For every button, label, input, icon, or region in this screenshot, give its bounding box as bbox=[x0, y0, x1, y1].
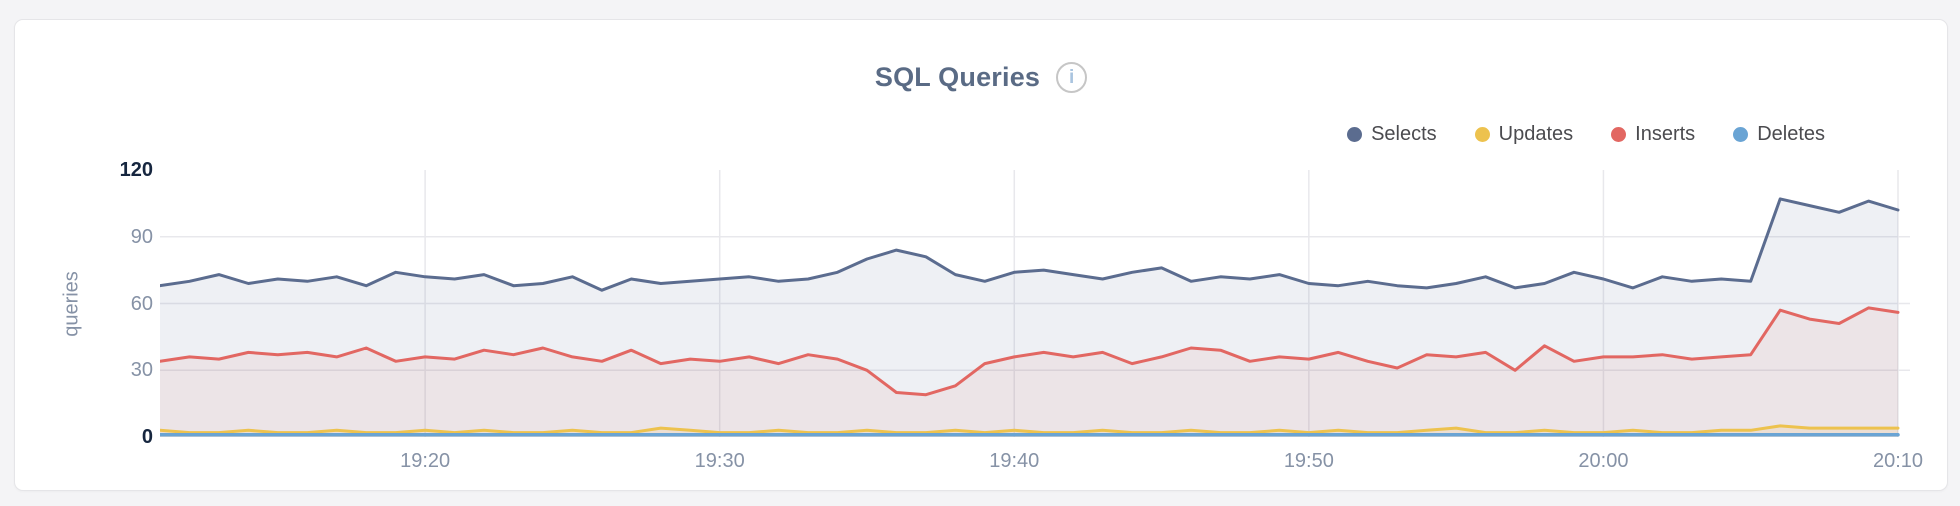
chart-card: SQL Queries i Selects Updates Inserts Delet… bbox=[14, 19, 1948, 491]
y-tick-label-0: 0 bbox=[141, 426, 153, 448]
x-tick-label-1930: 19:30 bbox=[694, 450, 745, 472]
legend-label: Inserts bbox=[1635, 123, 1696, 145]
x-tick-label-1940: 19:40 bbox=[989, 450, 1040, 472]
y-tick-label-90: 90 bbox=[130, 225, 153, 248]
y-tick-label-30: 30 bbox=[130, 359, 153, 382]
series-area-selects bbox=[160, 198, 1898, 437]
y-tick-label-120: 120 bbox=[119, 159, 153, 181]
x-tick-label-1920: 19:20 bbox=[400, 450, 451, 472]
chart-plot-area[interactable] bbox=[160, 165, 1915, 445]
legend-dot-updates bbox=[1474, 127, 1490, 142]
legend-item-deletes[interactable]: Deletes bbox=[1733, 123, 1825, 146]
chart-header: SQL Queries i bbox=[15, 62, 1947, 93]
x-tick-label-2000: 20:00 bbox=[1578, 450, 1629, 472]
legend-label: Selects bbox=[1371, 123, 1437, 145]
series-line-selects bbox=[160, 197, 1900, 292]
legend-item-selects[interactable]: Selects bbox=[1347, 123, 1437, 146]
legend-dot-selects bbox=[1347, 127, 1363, 142]
legend-label: Updates bbox=[1498, 123, 1574, 145]
chart-legend: Selects Updates Inserts Deletes bbox=[1347, 123, 1825, 146]
y-tick-label-60: 60 bbox=[130, 292, 153, 315]
series-line-updates bbox=[160, 424, 1900, 435]
series-area-inserts bbox=[160, 307, 1898, 437]
legend-dot-inserts bbox=[1611, 127, 1627, 142]
info-icon[interactable]: i bbox=[1056, 62, 1088, 93]
legend-item-updates[interactable]: Updates bbox=[1474, 123, 1574, 146]
chart-title: SQL Queries bbox=[874, 62, 1041, 92]
legend-label: Deletes bbox=[1757, 123, 1825, 145]
x-tick-label-1950: 19:50 bbox=[1283, 450, 1334, 472]
y-axis-title: queries bbox=[60, 271, 83, 337]
legend-dot-deletes bbox=[1733, 127, 1749, 142]
series-line-inserts bbox=[160, 306, 1900, 397]
x-tick-label-2010: 20:10 bbox=[1872, 450, 1924, 472]
legend-item-inserts[interactable]: Inserts bbox=[1611, 123, 1695, 146]
